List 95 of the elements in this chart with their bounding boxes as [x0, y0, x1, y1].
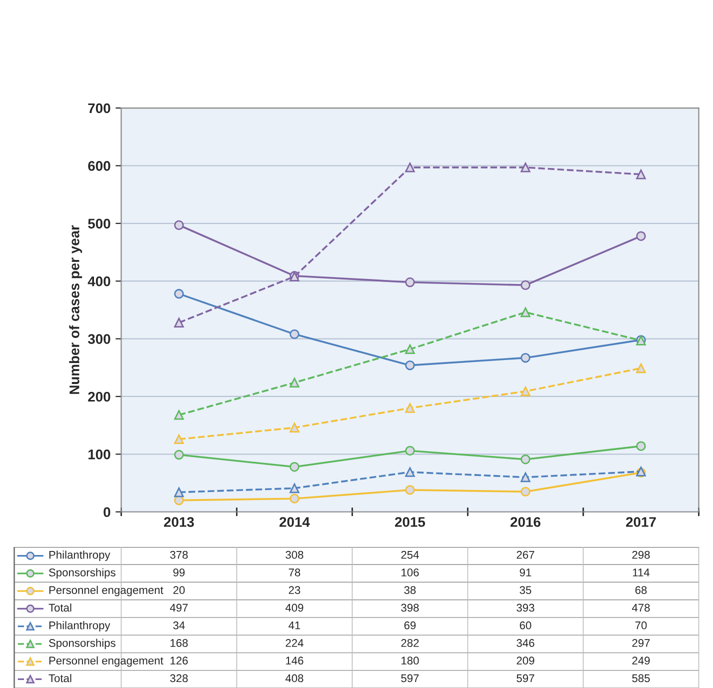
point [405, 446, 415, 456]
data-label: 393 [516, 604, 534, 612]
data-label: 408 [285, 674, 304, 682]
point [636, 170, 646, 180]
data-label: 497 [170, 604, 188, 612]
data-label: 78 [288, 568, 300, 576]
data-label: 224 [286, 639, 304, 647]
point [174, 288, 184, 299]
point [174, 318, 184, 328]
data-label: 70 [635, 621, 647, 630]
data-label: 69 [404, 621, 416, 630]
point [290, 483, 300, 494]
point [636, 231, 646, 241]
point [174, 220, 184, 230]
data-label: 99 [173, 568, 185, 576]
data-label: 282 [401, 639, 419, 647]
legend-label: Philanthropy [49, 621, 110, 632]
data-label: 478 [632, 604, 650, 612]
legend-label: Total [48, 603, 72, 612]
y-tick-label: 400 [88, 276, 110, 286]
legend-label: Personnel engagement [49, 586, 164, 596]
point [405, 344, 415, 354]
data-label: 91 [520, 568, 532, 576]
point [290, 329, 300, 340]
point [520, 472, 530, 482]
data-label: 249 [632, 656, 650, 665]
x-tick-label: 2014 [280, 517, 310, 527]
point [405, 360, 415, 370]
point [290, 494, 300, 504]
data-label: 597 [516, 674, 534, 682]
data-label: 180 [402, 656, 419, 665]
data-label: 35 [520, 586, 532, 594]
data-label: 298 [632, 550, 650, 559]
data-label: 20 [173, 586, 185, 594]
point [290, 422, 300, 432]
point [405, 162, 415, 172]
y-tick-label: 600 [88, 161, 110, 171]
data-label: 254 [401, 550, 419, 559]
data-label: 267 [516, 550, 534, 559]
data-label: 308 [286, 550, 304, 559]
point [520, 386, 530, 396]
legend-label: Philanthropy [49, 550, 110, 561]
data-label: 60 [520, 621, 532, 630]
point [405, 467, 415, 477]
data-label: 297 [632, 639, 650, 647]
data-label: 328 [170, 674, 188, 682]
point [520, 352, 530, 363]
point [405, 277, 415, 288]
point [520, 280, 530, 290]
data-label: 23 [288, 586, 300, 594]
data-label: 209 [516, 656, 534, 665]
point [174, 487, 184, 498]
point [520, 162, 530, 172]
legend-label: Total [48, 674, 72, 682]
point [405, 403, 415, 413]
point [520, 486, 530, 497]
point [520, 307, 530, 318]
y-axis-title: Number of cases per year [69, 225, 82, 394]
data-label: 146 [286, 656, 304, 665]
y-tick-label: 0 [104, 507, 110, 518]
data-label: 38 [404, 586, 416, 594]
data-label: 398 [401, 604, 419, 612]
data-label: 34 [173, 621, 185, 630]
legend-label: Sponsorships [48, 638, 116, 650]
data-label: 106 [402, 568, 419, 576]
point [174, 410, 184, 420]
data-label: 126 [170, 656, 188, 665]
data-label: 378 [170, 550, 188, 559]
y-tick-label: 300 [88, 334, 110, 344]
x-tick-label: 2016 [510, 517, 540, 527]
x-tick-label: 2017 [626, 517, 656, 527]
legend-label: Personnel engagement [49, 656, 164, 667]
data-label: 409 [285, 604, 304, 612]
point [405, 485, 415, 495]
data-label: 41 [288, 622, 300, 630]
point [174, 450, 184, 460]
legend-label: Sponsorships [48, 568, 116, 579]
point [636, 363, 646, 374]
point [636, 441, 646, 451]
point [520, 454, 530, 464]
data-label: 114 [632, 568, 650, 576]
y-tick-label: 200 [88, 392, 110, 402]
point [174, 434, 184, 444]
x-tick-label: 2015 [395, 517, 426, 527]
data-label: 597 [401, 674, 419, 682]
point [290, 378, 300, 388]
y-tick-label: 500 [88, 218, 110, 229]
data-label: 346 [516, 639, 534, 647]
point [290, 462, 300, 472]
y-tick-label: 100 [88, 450, 110, 460]
x-tick-label: 2013 [164, 517, 194, 527]
data-label: 68 [635, 586, 647, 594]
data-label: 585 [632, 674, 650, 682]
data-label: 168 [170, 639, 188, 647]
y-tick-label: 700 [88, 103, 110, 114]
